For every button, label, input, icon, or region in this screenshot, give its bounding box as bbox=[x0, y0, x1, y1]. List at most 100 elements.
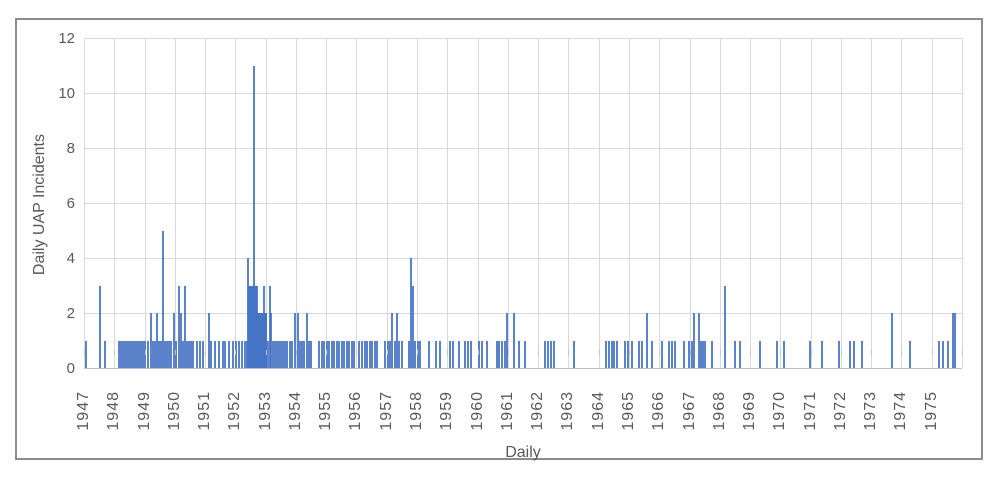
daily-incident-bar bbox=[908, 340, 911, 368]
vertical-gridline bbox=[205, 38, 207, 368]
horizontal-gridline bbox=[84, 148, 962, 149]
daily-incident-bar bbox=[357, 340, 360, 368]
daily-incident-bar bbox=[218, 340, 221, 368]
daily-incident-bar bbox=[282, 340, 285, 368]
horizontal-gridline bbox=[84, 203, 962, 204]
daily-incident-bar bbox=[85, 340, 88, 368]
daily-incident-bar bbox=[297, 313, 300, 368]
daily-incident-bar bbox=[667, 340, 670, 368]
daily-incident-bar bbox=[457, 340, 460, 368]
daily-incident-bar bbox=[821, 340, 824, 368]
vertical-gridline bbox=[417, 38, 419, 368]
y-tick-label: 0 bbox=[66, 360, 75, 377]
x-tick-mark bbox=[840, 350, 842, 355]
daily-incident-bar bbox=[702, 340, 705, 368]
daily-incident-bar bbox=[408, 340, 411, 368]
vertical-gridline bbox=[931, 38, 933, 368]
daily-incident-bar bbox=[852, 340, 855, 368]
daily-incident-bar bbox=[303, 340, 306, 368]
x-tick-label-text: 1969 bbox=[741, 391, 759, 431]
daily-incident-bar bbox=[268, 285, 271, 368]
daily-incident-bar bbox=[630, 340, 633, 368]
daily-incident-bar bbox=[544, 340, 547, 368]
daily-incident-bar bbox=[125, 340, 128, 368]
x-tick-label-text: 1961 bbox=[498, 391, 516, 431]
daily-incident-bar bbox=[650, 340, 653, 368]
daily-incident-bar bbox=[613, 340, 616, 368]
x-tick-mark bbox=[931, 350, 933, 355]
daily-incident-bar bbox=[848, 340, 851, 368]
x-tick-label-text: 1953 bbox=[256, 391, 274, 431]
x-tick-label: 1961 bbox=[499, 376, 517, 446]
daily-incident-bar bbox=[838, 340, 841, 368]
daily-incident-bar bbox=[376, 340, 379, 368]
x-tick-label: 1957 bbox=[378, 376, 396, 446]
x-tick-label-text: 1973 bbox=[862, 391, 880, 431]
vertical-gridline bbox=[659, 38, 661, 368]
x-tick-mark bbox=[962, 350, 963, 355]
daily-incident-bar bbox=[286, 340, 289, 368]
x-tick-label-text: 1964 bbox=[589, 391, 607, 431]
daily-incident-bar bbox=[738, 340, 741, 368]
x-tick-mark bbox=[901, 350, 903, 355]
daily-incident-bar bbox=[184, 285, 187, 368]
vertical-gridline bbox=[538, 38, 540, 368]
x-tick-label-text: 1962 bbox=[529, 391, 547, 431]
daily-incident-bar bbox=[412, 285, 415, 368]
daily-incident-bar bbox=[228, 340, 231, 368]
vertical-gridline bbox=[962, 38, 963, 368]
daily-incident-bar bbox=[122, 340, 125, 368]
x-tick-label: 1973 bbox=[862, 376, 880, 446]
horizontal-gridline bbox=[84, 313, 962, 314]
x-tick-label-text: 1972 bbox=[831, 391, 849, 431]
x-tick-label: 1958 bbox=[408, 376, 426, 446]
vertical-gridline bbox=[235, 38, 237, 368]
x-tick-mark bbox=[265, 350, 267, 355]
daily-incident-bar bbox=[386, 340, 389, 368]
daily-incident-bar bbox=[210, 340, 213, 368]
daily-incident-bar bbox=[333, 340, 336, 368]
daily-incident-bar bbox=[952, 313, 957, 368]
vertical-gridline bbox=[598, 38, 600, 368]
vertical-gridline bbox=[901, 38, 903, 368]
daily-incident-bar bbox=[294, 313, 297, 368]
x-tick-label-text: 1958 bbox=[408, 391, 426, 431]
daily-incident-bar bbox=[276, 340, 279, 368]
daily-incident-bar bbox=[221, 340, 224, 368]
vertical-gridline bbox=[780, 38, 782, 368]
daily-incident-bar bbox=[277, 340, 280, 368]
daily-incident-bar bbox=[270, 313, 273, 368]
daily-incident-bar bbox=[132, 340, 135, 368]
x-tick-label-text: 1971 bbox=[801, 391, 819, 431]
daily-incident-bar bbox=[241, 340, 244, 368]
vertical-gridline bbox=[84, 38, 85, 368]
daily-incident-bar bbox=[274, 340, 277, 368]
daily-incident-bar bbox=[158, 340, 161, 368]
daily-incident-bar bbox=[627, 340, 630, 368]
x-tick-label: 1956 bbox=[347, 376, 365, 446]
x-tick-label: 1974 bbox=[892, 376, 910, 446]
x-tick-mark bbox=[417, 350, 419, 355]
daily-incident-bar bbox=[427, 340, 430, 368]
vertical-gridline bbox=[810, 38, 812, 368]
daily-incident-bar bbox=[180, 313, 183, 368]
x-tick-mark bbox=[719, 350, 721, 355]
daily-incident-bar bbox=[153, 340, 156, 368]
vertical-gridline bbox=[386, 38, 388, 368]
x-tick-label-text: 1974 bbox=[892, 391, 910, 431]
daily-incident-bar bbox=[186, 340, 189, 368]
x-tick-label: 1969 bbox=[741, 376, 759, 446]
x-tick-mark bbox=[810, 350, 812, 355]
daily-incident-bar bbox=[306, 313, 309, 368]
y-tick-label: 12 bbox=[58, 30, 75, 47]
daily-incident-bar bbox=[463, 340, 466, 368]
daily-incident-bar bbox=[370, 340, 373, 368]
daily-incident-bar bbox=[323, 340, 326, 368]
daily-incident-bar bbox=[373, 340, 376, 368]
daily-incident-bar bbox=[419, 340, 422, 368]
x-tick-label: 1953 bbox=[257, 376, 275, 446]
daily-incident-bar bbox=[495, 340, 498, 368]
daily-incident-bar bbox=[159, 340, 162, 368]
daily-incident-bar bbox=[202, 340, 205, 368]
